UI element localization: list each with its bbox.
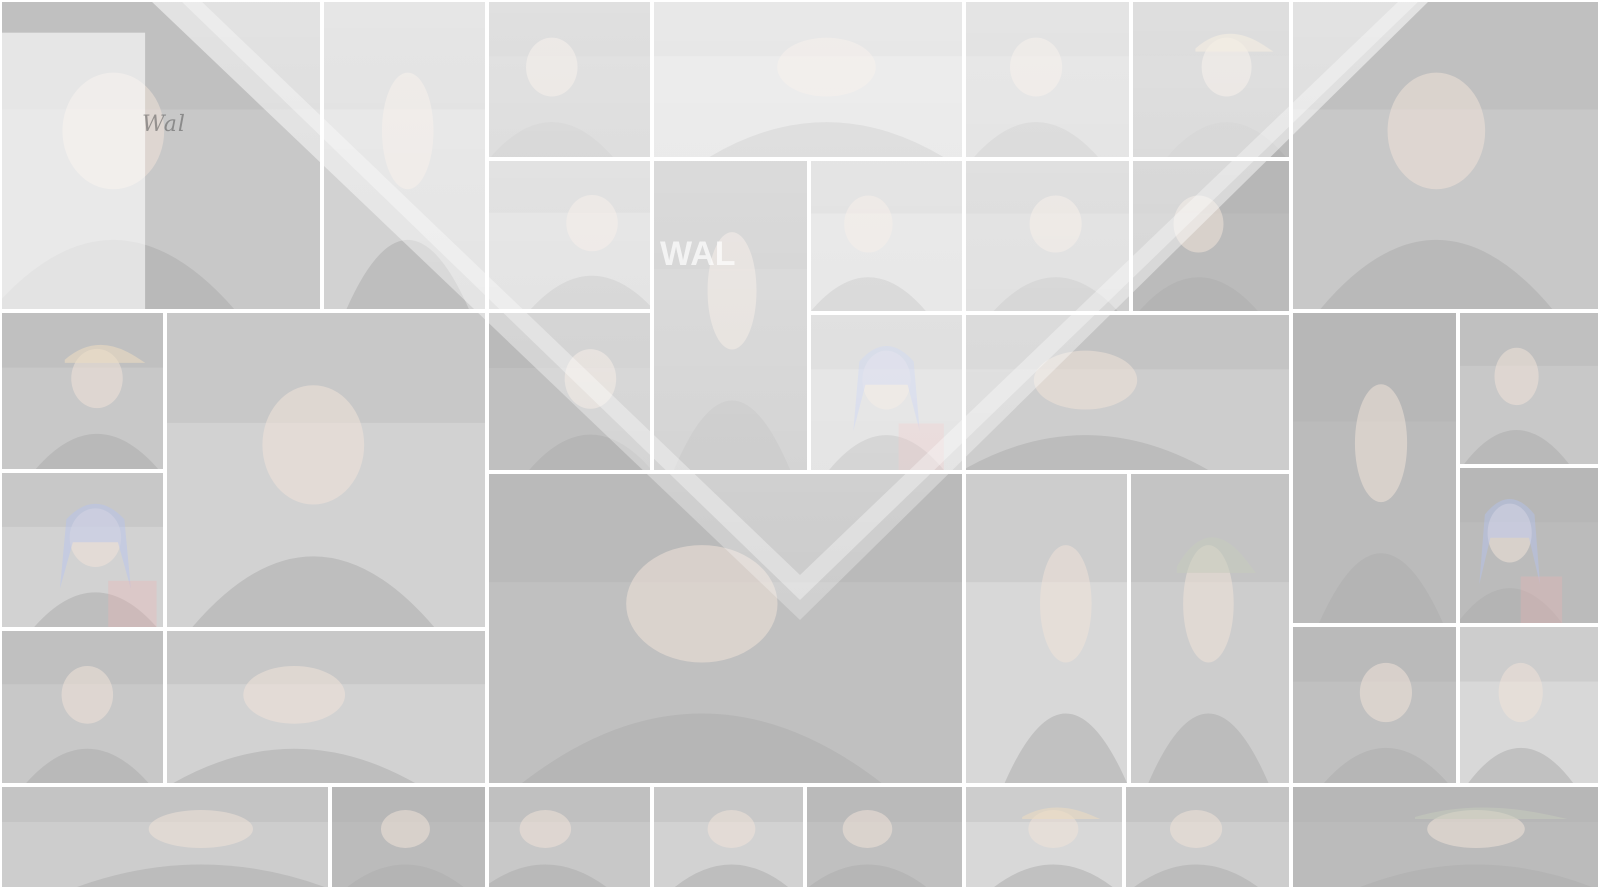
photo-content: [966, 161, 1129, 311]
photo-tile-apron: [652, 159, 809, 472]
photo-tile-man-face-up: [0, 785, 330, 889]
photo-content: [1293, 787, 1598, 887]
photo-tile-cape: [1458, 625, 1600, 785]
photo-content: [2, 313, 163, 469]
photo-tile-cape: [487, 785, 652, 889]
photo-tile-kid-chair: [805, 785, 964, 889]
photo-content: [811, 161, 962, 311]
photo-tile-man-face-up: [964, 313, 1291, 472]
photo-tile-barber-tan-cap: [1131, 0, 1291, 159]
photo-tile-barber-kid: [0, 0, 322, 311]
photo-tile-young-man: [652, 785, 805, 889]
photo-tile-smiling-kid: [165, 311, 487, 629]
photo-content: [966, 2, 1129, 157]
photo-tile-kid-closeup: [330, 785, 487, 889]
photo-content: [811, 315, 962, 470]
photo-tile-kid-chair: [487, 0, 652, 159]
photo-tile-dark-tile: [487, 159, 652, 311]
photo-tile-man-mustache: [1291, 0, 1600, 311]
photo-content: [654, 2, 962, 157]
photo-tile-young-man: [487, 311, 652, 472]
photo-tile-barber-tan-cap: [964, 785, 1124, 889]
photo-tile-kid-cut: [809, 159, 964, 313]
photo-content: [489, 2, 650, 157]
photo-content: [807, 787, 962, 887]
photo-tile-blue-hair: [809, 313, 964, 472]
photo-content: [324, 2, 485, 309]
photo-content: [1126, 787, 1289, 887]
photo-content: [1131, 474, 1289, 783]
photo-content: [489, 313, 650, 470]
photo-content: [654, 161, 807, 470]
photo-tile-barber-camo: [1291, 785, 1600, 889]
photo-tile-kid-side: [1124, 785, 1291, 889]
photo-tile-barber-beard: [165, 629, 487, 785]
photo-content: [1133, 161, 1289, 311]
photo-content: [332, 787, 485, 887]
shirt-logo-text: Wal: [142, 112, 186, 137]
photo-content: [1460, 313, 1598, 464]
photo-content: [1293, 627, 1456, 783]
photo-tile-blue-hair: [0, 471, 165, 629]
photo-content: [167, 631, 485, 783]
photo-content: [2, 473, 163, 627]
photo-tile-barber-camo: [1129, 472, 1291, 785]
photo-content: [489, 474, 962, 783]
photo-tile-back-head: [0, 629, 165, 785]
photo-tile-teen-profile: [1291, 311, 1458, 625]
photo-content: [489, 787, 650, 887]
apron-logo-text: WAL: [660, 235, 736, 273]
photo-tile-neck-fade: [964, 472, 1129, 785]
photo-content: [966, 315, 1289, 470]
photo-content: [167, 313, 485, 627]
photo-content: [1460, 627, 1598, 783]
photo-content: [1133, 2, 1289, 157]
photo-tile-man-shave: [652, 0, 964, 159]
photo-tile-teen-profile: [322, 0, 487, 311]
photo-content: [2, 787, 328, 887]
photo-content: [2, 631, 163, 783]
photo-tile-kid-cut: [1458, 311, 1600, 466]
photo-content: [489, 161, 650, 309]
photo-content: [1293, 2, 1598, 309]
photo-content: [1293, 313, 1456, 623]
photo-content: [2, 2, 320, 309]
photo-content: [1460, 468, 1598, 623]
photo-tile-barber-tan-cap: [0, 311, 165, 471]
photo-tile-cape: [964, 159, 1131, 313]
photo-tile-kid-closeup: [964, 0, 1131, 159]
photo-content: [966, 787, 1122, 887]
photo-content: [966, 474, 1127, 783]
photo-tile-beard-trim: [487, 472, 964, 785]
photo-content: [654, 787, 803, 887]
photo-tile-young-man: [1291, 625, 1458, 785]
photo-tile-blue-hair: [1458, 466, 1600, 625]
photo-tile-kid-side: [1131, 159, 1291, 313]
